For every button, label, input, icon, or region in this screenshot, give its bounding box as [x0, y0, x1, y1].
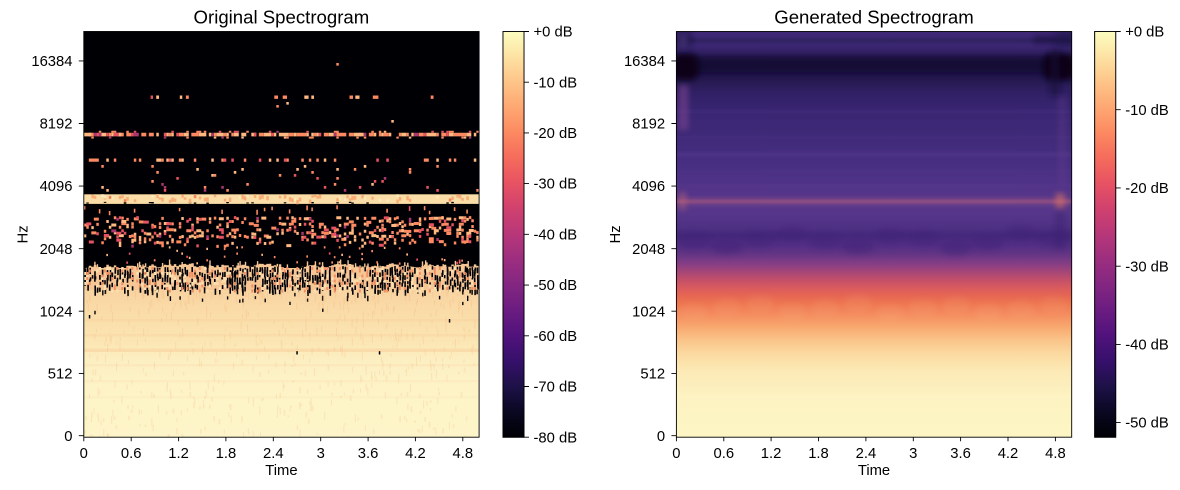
svg-text:+0 dB: +0 dB	[1125, 25, 1164, 41]
svg-text:2048: 2048	[40, 242, 73, 258]
svg-text:-30 dB: -30 dB	[1125, 259, 1169, 275]
svg-text:Original Spectrogram: Original Spectrogram	[194, 7, 370, 28]
svg-text:512: 512	[640, 367, 665, 383]
svg-text:4096: 4096	[40, 179, 73, 195]
svg-text:16384: 16384	[31, 54, 72, 70]
svg-text:-60 dB: -60 dB	[534, 329, 578, 345]
svg-text:0: 0	[672, 446, 680, 462]
svg-text:3: 3	[317, 446, 325, 462]
svg-text:-50 dB: -50 dB	[534, 278, 578, 294]
svg-text:-50 dB: -50 dB	[1125, 416, 1169, 432]
svg-text:8192: 8192	[632, 117, 665, 133]
svg-text:8192: 8192	[40, 117, 73, 133]
svg-text:3.6: 3.6	[950, 446, 971, 462]
svg-text:-10 dB: -10 dB	[534, 75, 578, 91]
svg-text:-30 dB: -30 dB	[534, 177, 578, 193]
svg-text:4096: 4096	[632, 179, 665, 195]
svg-text:4.2: 4.2	[405, 446, 426, 462]
svg-text:Time: Time	[265, 463, 297, 479]
svg-text:Time: Time	[858, 463, 890, 479]
svg-text:16384: 16384	[624, 54, 665, 70]
svg-text:-20 dB: -20 dB	[534, 126, 578, 142]
svg-text:3.6: 3.6	[358, 446, 379, 462]
svg-text:-40 dB: -40 dB	[1125, 338, 1169, 354]
svg-text:0: 0	[80, 446, 88, 462]
svg-text:4.8: 4.8	[1045, 446, 1066, 462]
svg-text:1.8: 1.8	[808, 446, 829, 462]
svg-text:4.2: 4.2	[998, 446, 1019, 462]
svg-text:+0 dB: +0 dB	[534, 25, 573, 41]
svg-text:Hz: Hz	[16, 225, 32, 243]
svg-text:512: 512	[48, 367, 73, 383]
svg-text:2.4: 2.4	[856, 446, 877, 462]
svg-text:0: 0	[657, 429, 665, 445]
svg-text:1.2: 1.2	[168, 446, 189, 462]
svg-text:Hz: Hz	[608, 225, 624, 243]
svg-text:4.8: 4.8	[453, 446, 474, 462]
svg-text:0.6: 0.6	[121, 446, 142, 462]
svg-text:0: 0	[64, 429, 72, 445]
svg-text:1024: 1024	[40, 304, 73, 320]
svg-text:1.8: 1.8	[216, 446, 237, 462]
svg-text:-20 dB: -20 dB	[1125, 181, 1169, 197]
svg-text:0.6: 0.6	[714, 446, 735, 462]
svg-text:2.4: 2.4	[263, 446, 284, 462]
svg-text:1.2: 1.2	[761, 446, 782, 462]
svg-text:2048: 2048	[632, 242, 665, 258]
svg-text:1024: 1024	[632, 304, 665, 320]
svg-text:-70 dB: -70 dB	[534, 380, 578, 396]
svg-text:-40 dB: -40 dB	[534, 227, 578, 243]
svg-text:Generated Spectrogram: Generated Spectrogram	[774, 7, 973, 28]
svg-text:-80 dB: -80 dB	[534, 430, 578, 446]
svg-text:-10 dB: -10 dB	[1125, 103, 1169, 119]
svg-text:3: 3	[909, 446, 917, 462]
